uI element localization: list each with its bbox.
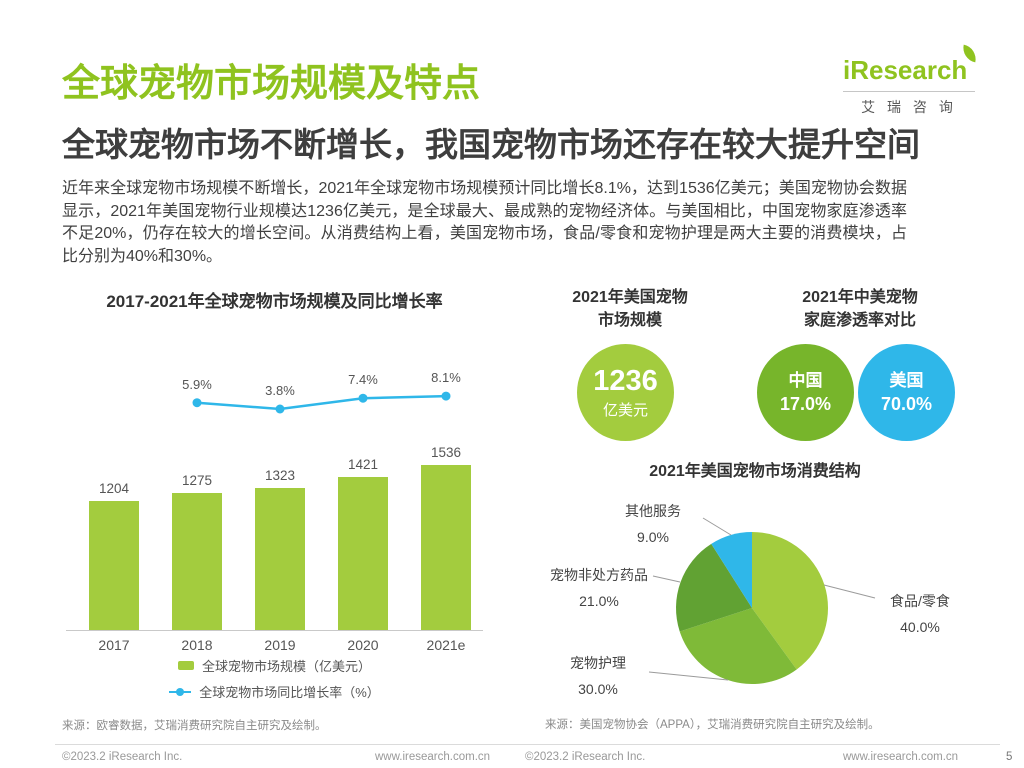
- china-penetration-value: 17.0%: [779, 393, 832, 414]
- bar-value-label: 1204: [98, 481, 130, 496]
- china-penetration-circle: 中国 17.0%: [757, 344, 854, 441]
- growth-line-point: [441, 391, 451, 401]
- bar-legend-marker: [177, 661, 194, 670]
- bar-value-label: 1536: [430, 445, 462, 460]
- page-title: 全球宠物市场规模及特点: [62, 63, 481, 105]
- us-market-size-unit: 亿美元: [602, 402, 648, 419]
- usa-penetration-value: 70.0%: [880, 393, 933, 414]
- page-number: 5: [1006, 751, 1013, 763]
- penetration-title: 2021年中美宠物 家庭渗透率对比: [762, 286, 958, 332]
- logo-wordmark: iResearch: [843, 55, 968, 85]
- x-axis-label: 2019: [264, 637, 296, 653]
- pie-label-name: 其他服务: [625, 503, 681, 519]
- footer-url-right: www.iresearch.com.cn: [843, 751, 959, 763]
- legend-item-bar: 全球宠物市场规模（亿美元）: [62, 656, 487, 675]
- intro-paragraph: 近年来全球宠物市场规模不断增长，2021年全球宠物市场规模预计同比增长8.1%，…: [62, 180, 907, 265]
- pie-label-pet-care: 宠物护理 30.0%: [552, 650, 644, 702]
- pie-label-pct: 21.0%: [579, 593, 619, 609]
- growth-value-label: 3.8%: [265, 383, 295, 398]
- logo-chinese-name: 艾 瑞 咨 询: [843, 91, 975, 117]
- pie-leader-line: [648, 671, 729, 681]
- bar-value-label: 1275: [181, 473, 213, 488]
- bar-2019: [255, 488, 305, 630]
- growth-line-point: [192, 398, 202, 408]
- us-market-size-title: 2021年美国宠物 市场规模: [540, 286, 720, 332]
- pie-label-pct: 40.0%: [900, 619, 940, 635]
- pie-label-pct: 9.0%: [637, 529, 669, 545]
- pie-chart-title: 2021年美国宠物市场消费结构: [649, 463, 861, 480]
- bar-value-label: 1323: [264, 468, 296, 483]
- us-market-size-title-line1: 2021年美国宠物: [572, 289, 688, 306]
- line-legend-marker: [169, 687, 192, 696]
- x-axis-label: 2017: [98, 637, 130, 653]
- usa-penetration-circle: 美国 70.0%: [858, 344, 955, 441]
- pie-label-food-snacks: 食品/零食 40.0%: [872, 588, 968, 640]
- footer-copyright-left: ©2023.2 iResearch Inc.: [62, 751, 183, 763]
- x-axis-line: [66, 630, 483, 631]
- footer-divider: [55, 744, 1000, 745]
- pie-leader-line: [652, 575, 681, 583]
- us-market-size-title-line2: 市场规模: [597, 312, 662, 329]
- us-market-size-value: 1236: [593, 365, 658, 397]
- pie-slice-3: [711, 532, 752, 608]
- line-legend-label: 全球宠物市场同比增长率（%）: [199, 685, 380, 700]
- pie-slice-1: [679, 608, 797, 685]
- pie-label-other-services: 其他服务 9.0%: [612, 498, 694, 550]
- legend-item-line: 全球宠物市场同比增长率（%）: [62, 682, 487, 701]
- bar-legend-label: 全球宠物市场规模（亿美元）: [201, 659, 371, 674]
- bar-line-chart: 1204 2017 1275 2018 1323 2019 1421 2020 1536 2021…: [62, 345, 487, 665]
- growth-line: [192, 391, 451, 414]
- growth-value-label: 5.9%: [182, 376, 212, 392]
- source-note-right: 来源：美国宠物协会（APPA），艾瑞消费研究院自主研究及绘制。: [545, 719, 880, 731]
- growth-line-path: [196, 394, 447, 411]
- bar-value-label: 1421: [347, 457, 379, 472]
- bar-2020: [338, 477, 388, 630]
- pie-leader-line: [702, 517, 732, 536]
- growth-value-label: 8.1%: [431, 370, 461, 386]
- iresearch-logo: iResearch 艾 瑞 咨 询: [843, 44, 979, 117]
- pie-label-name: 食品/零食: [890, 593, 950, 609]
- source-note-left: 来源：欧睿数据，艾瑞消费研究院自主研究及绘制。: [62, 720, 327, 732]
- bar-2018: [172, 493, 222, 630]
- logo-wordmark-row: iResearch: [843, 44, 979, 86]
- footer-copyright-right: ©2023.2 iResearch Inc.: [525, 751, 646, 763]
- pie-leader-line: [823, 584, 876, 599]
- pie-chart: [648, 517, 876, 685]
- x-axis-label: 2020: [347, 637, 379, 653]
- growth-line-point: [275, 404, 285, 414]
- china-label: 中国: [788, 370, 823, 390]
- pie-label-pct: 30.0%: [578, 681, 618, 697]
- bar-2021e: [421, 465, 471, 630]
- penetration-title-line2: 家庭渗透率对比: [803, 312, 916, 329]
- x-axis-label: 2018: [181, 637, 213, 653]
- us-market-size-circle: 1236 亿美元: [577, 344, 674, 441]
- chart-legend: 全球宠物市场规模（亿美元） 全球宠物市场同比增长率（%）: [62, 656, 487, 708]
- line-legend-dot: [176, 687, 185, 696]
- growth-value-label: 7.4%: [348, 372, 378, 388]
- pie-slice-0: [752, 532, 829, 670]
- pie-label-name: 宠物护理: [570, 655, 626, 671]
- pie-label-name: 宠物非处方药品: [550, 567, 648, 583]
- footer-url-left: www.iresearch.com.cn: [375, 751, 491, 763]
- bar-chart-title: 2017-2021年全球宠物市场规模及同比增长率: [106, 292, 443, 311]
- penetration-title-line1: 2021年中美宠物: [802, 289, 918, 306]
- usa-label: 美国: [889, 370, 924, 390]
- growth-line-point: [358, 393, 368, 403]
- pie-slice-2: [675, 543, 752, 632]
- bar-2017: [89, 501, 139, 630]
- x-axis-label: 2021e: [426, 637, 466, 653]
- pie-label-otc-medicine: 宠物非处方药品 21.0%: [540, 562, 658, 614]
- page-subtitle: 全球宠物市场不断增长，我国宠物市场还存在较大提升空间: [62, 126, 920, 163]
